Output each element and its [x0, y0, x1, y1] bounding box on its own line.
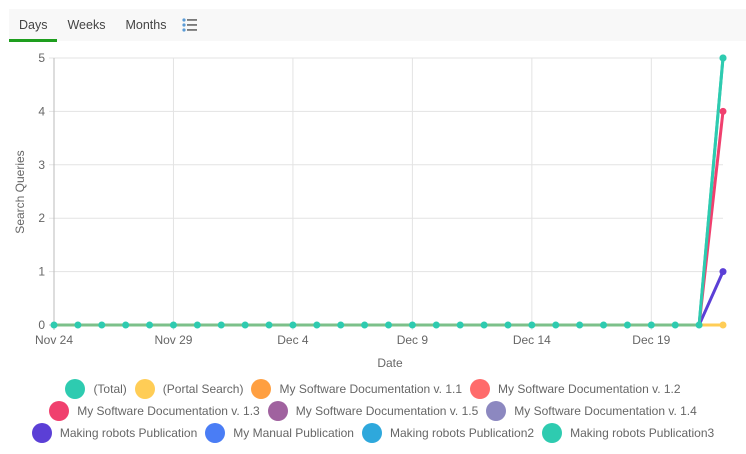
legend-swatch-icon	[361, 423, 382, 443]
line-chart: 0 1 2 3 4 5 Nov 24 Nov 29 Dec 4 Dec 9 Dec 14 Dec 19…	[13, 51, 727, 370]
data-point	[576, 321, 584, 329]
tab-days[interactable]: Days	[9, 9, 58, 42]
data-point	[528, 321, 536, 329]
x-tick-label: Dec 4	[277, 333, 309, 347]
data-point	[695, 321, 703, 329]
legend-swatch-icon	[49, 401, 70, 421]
data-point	[122, 321, 130, 329]
legend-row: My Software Documentation v. 1.3 My Softw…	[0, 400, 746, 422]
legend-label: (Total)	[93, 382, 127, 396]
y-tick-label: 5	[38, 51, 45, 65]
legend-item[interactable]: Making robots Publication	[31, 423, 198, 443]
legend-swatch-icon	[251, 379, 272, 399]
legend-item[interactable]: My Software Documentation v. 1.4	[486, 401, 697, 421]
chart-legend: (Total) (Portal Search) My Software Docume…	[0, 378, 746, 444]
list-view-icon[interactable]	[182, 18, 198, 32]
legend-swatch-icon	[486, 401, 507, 421]
y-tick-label: 2	[38, 211, 45, 225]
legend-swatch-icon	[31, 423, 52, 443]
x-tick-label: Dec 19	[632, 333, 670, 347]
y-tick-label: 3	[38, 158, 45, 172]
legend-swatch-icon	[134, 379, 155, 399]
legend-label: Making robots Publication3	[570, 426, 715, 440]
data-point	[647, 321, 655, 329]
legend-label: My Software Documentation v. 1.4	[514, 404, 697, 418]
series-line	[54, 270, 725, 327]
x-tick-label: Dec 9	[397, 333, 429, 347]
legend-swatch-icon	[470, 379, 491, 399]
legend-label: My Manual Publication	[233, 426, 354, 440]
legend-label: Making robots Publication2	[389, 426, 535, 440]
legend-swatch-icon	[267, 401, 288, 421]
data-point	[719, 321, 727, 329]
y-tick-label: 4	[38, 104, 45, 118]
data-point	[361, 321, 369, 329]
data-point	[552, 321, 560, 329]
legend-row: Making robots Publication My Manual Publi…	[0, 422, 746, 444]
data-point	[719, 54, 727, 62]
data-point	[719, 268, 727, 276]
legend-item[interactable]: My Software Documentation v. 1.2	[470, 379, 681, 399]
legend-swatch-icon	[542, 423, 563, 443]
data-point	[74, 321, 82, 329]
data-point	[385, 321, 392, 329]
legend-label: My Software Documentation v. 1.1	[279, 382, 463, 396]
data-point	[98, 321, 106, 329]
data-point	[50, 321, 58, 329]
data-point	[169, 321, 177, 329]
data-point	[719, 107, 727, 115]
data-point	[432, 321, 440, 329]
legend-row: (Total) (Portal Search) My Software Docume…	[0, 378, 746, 400]
data-point	[480, 321, 488, 329]
series-line	[54, 57, 725, 327]
legend-item[interactable]: (Total)	[65, 379, 127, 399]
data-point	[193, 321, 201, 329]
y-tick-label: 1	[38, 265, 45, 279]
data-point	[241, 321, 249, 329]
tab-months[interactable]: Months	[125, 18, 167, 32]
data-point	[671, 321, 679, 329]
series-line	[54, 57, 725, 327]
x-tick-label: Nov 29	[154, 333, 192, 347]
data-point	[623, 321, 631, 329]
data-point	[600, 321, 608, 329]
x-tick-label: Nov 24	[35, 333, 73, 347]
data-point	[408, 321, 416, 329]
data-point	[313, 321, 321, 329]
legend-item[interactable]: My Software Documentation v. 1.5	[267, 401, 479, 421]
data-point	[265, 321, 273, 329]
y-tick-label: 0	[38, 318, 45, 332]
x-tick-label: Dec 14	[513, 333, 551, 347]
data-point	[217, 321, 225, 329]
legend-label: My Software Documentation v. 1.5	[295, 404, 479, 418]
legend-label: Making robots Publication	[59, 426, 198, 440]
data-point	[289, 321, 297, 329]
data-point	[456, 321, 464, 329]
legend-item[interactable]: Making robots Publication2	[361, 423, 535, 443]
tab-weeks[interactable]: Weeks	[67, 18, 106, 32]
legend-label: (Portal Search)	[162, 382, 244, 396]
y-axis-title: Search Queries	[13, 150, 27, 233]
period-tabs: Days Weeks Months	[9, 9, 746, 42]
legend-item[interactable]: Making robots Publication3	[542, 423, 714, 443]
legend-label: My Software Documentation v. 1.3	[77, 404, 260, 418]
x-axis-title: Date	[377, 356, 403, 370]
data-point	[146, 321, 154, 329]
legend-item[interactable]: My Software Documentation v. 1.3	[49, 401, 260, 421]
legend-item[interactable]: My Software Documentation v. 1.1	[251, 379, 462, 399]
legend-swatch-icon	[65, 379, 86, 399]
legend-item[interactable]: My Manual Publication	[205, 423, 354, 443]
legend-swatch-icon	[205, 423, 226, 443]
legend-item[interactable]: (Portal Search)	[134, 379, 244, 399]
data-point	[504, 321, 512, 329]
data-point	[337, 321, 345, 329]
legend-label: My Software Documentation v. 1.2	[498, 382, 681, 396]
